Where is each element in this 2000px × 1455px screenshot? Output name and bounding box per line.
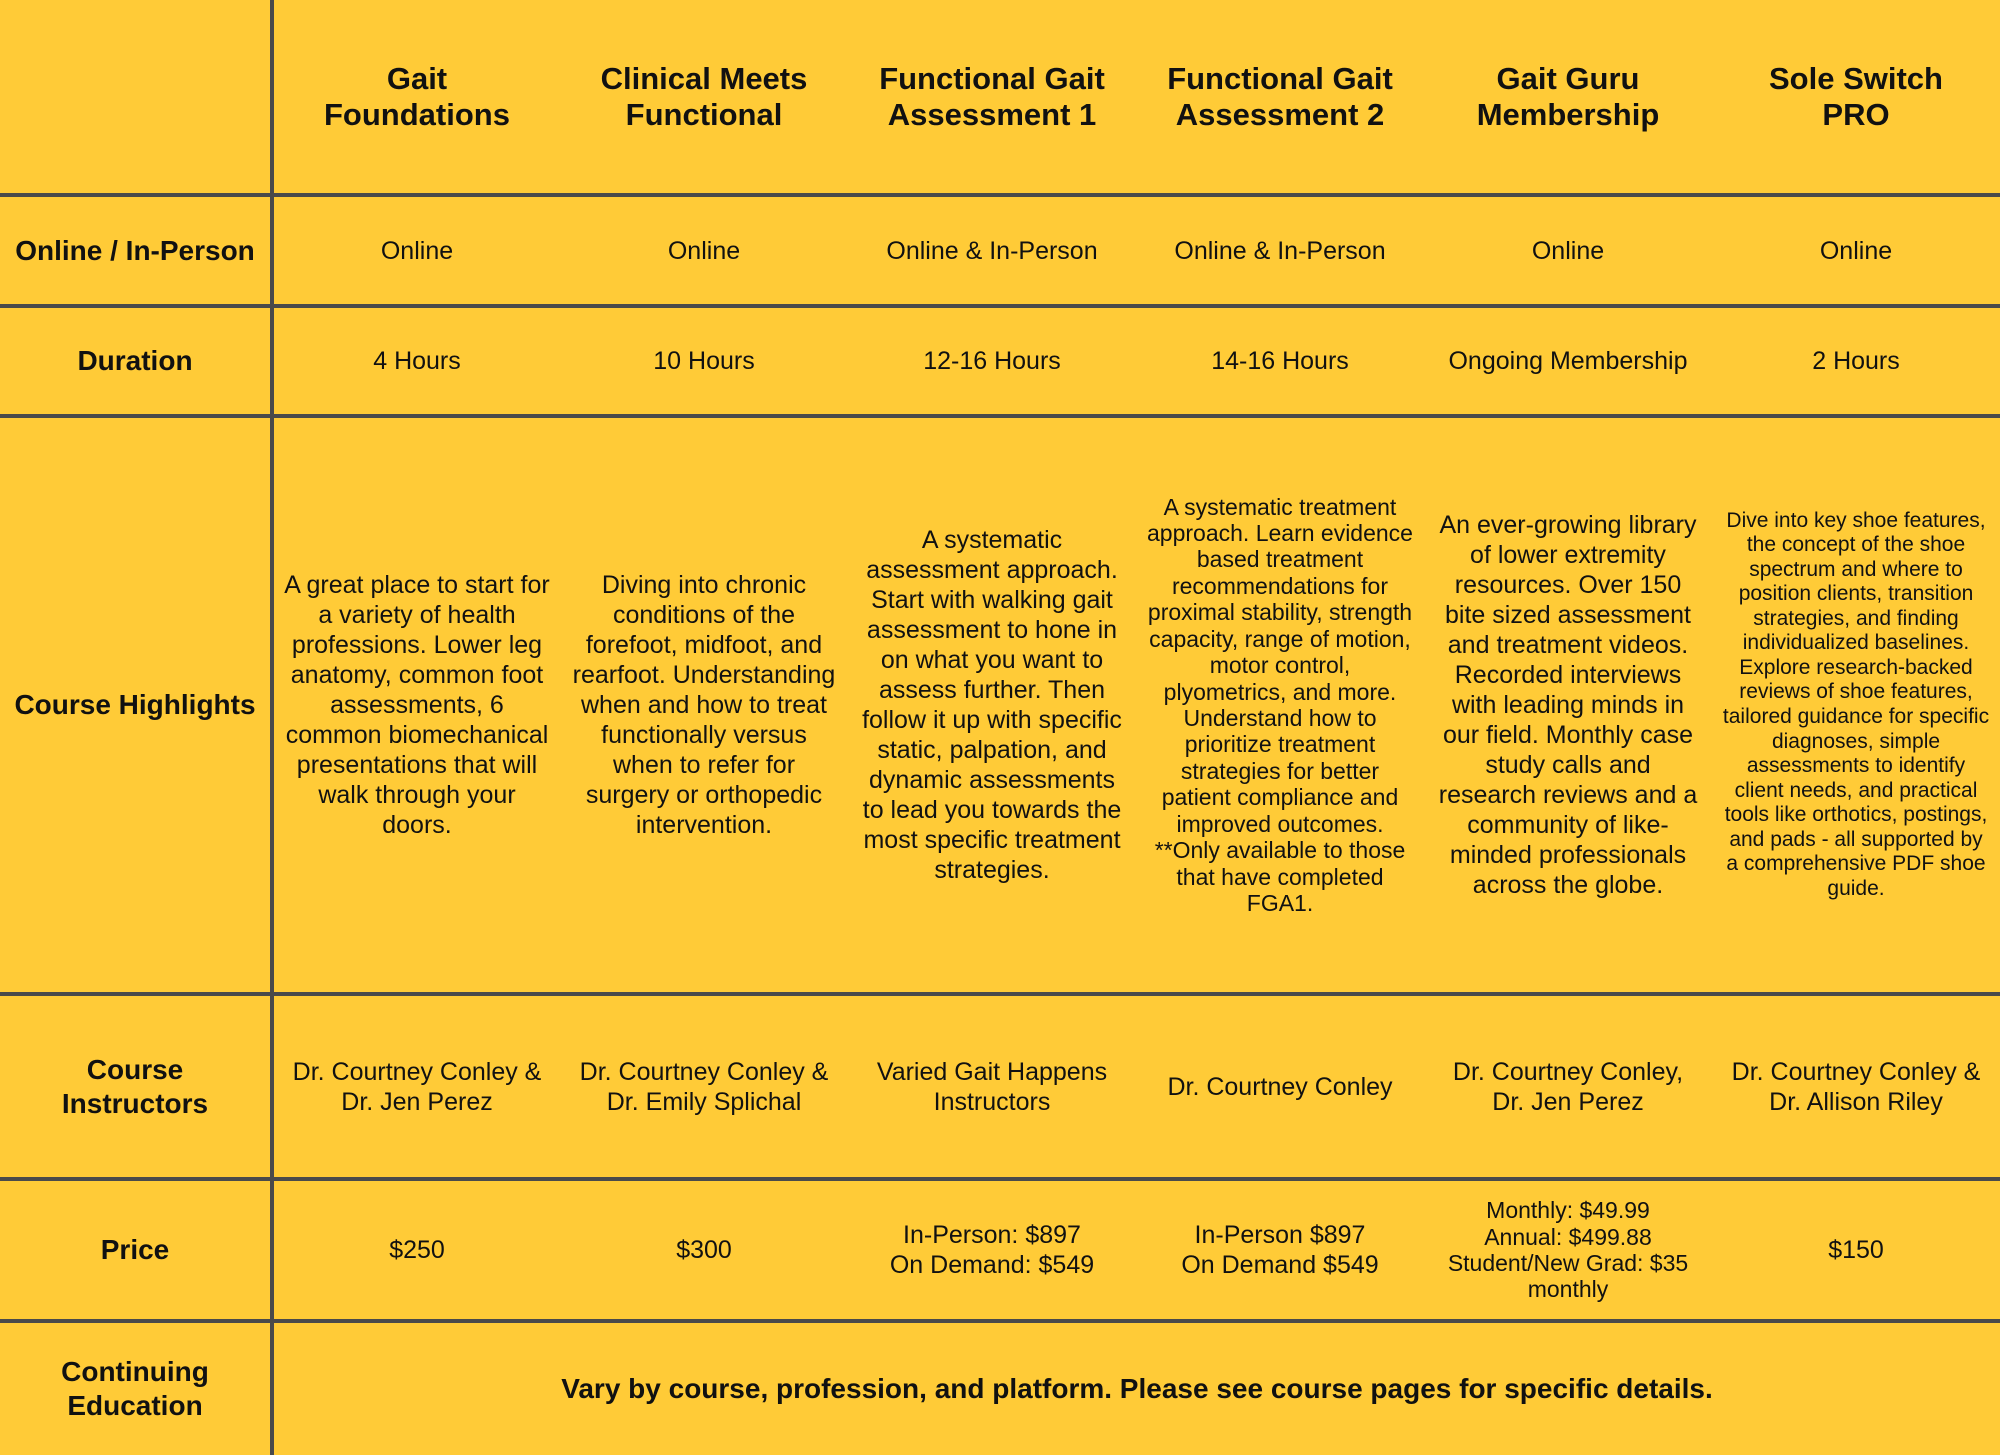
column-header: Gait Foundations [272, 0, 560, 197]
price-line: On Demand $549 [1181, 1251, 1379, 1279]
highlights-cell: Dive into key shoe features, the concept… [1712, 414, 2000, 996]
highlights-cell: A systematic treatment approach. Learn e… [1136, 414, 1424, 996]
instructors-cell: Dr. Courtney Conley & Dr. Emily Splichal [560, 992, 848, 1181]
row-ce: Continuing Education Vary by course, pro… [0, 1319, 2000, 1455]
format-cell: Online [560, 193, 848, 308]
instructors-cell: Dr. Courtney Conley & Dr. Allison Riley [1712, 992, 2000, 1181]
column-header-line: Functional [625, 96, 783, 132]
format-cell: Online [272, 193, 560, 308]
column-header: Functional Gait Assessment 2 [1136, 0, 1424, 197]
duration-cell: 2 Hours [1712, 304, 2000, 418]
highlights-cell: An ever-growing library of lower extremi… [1424, 414, 1712, 996]
row-label-instructors: Course Instructors [0, 992, 274, 1181]
price-line: $150 [1828, 1236, 1884, 1264]
column-header-line: Gait [386, 60, 448, 96]
row-format: Online / In-Person Online Online Online & … [0, 193, 2000, 308]
price-cell: $250 [272, 1177, 560, 1323]
column-header-line: Functional Gait [879, 60, 1105, 96]
column-header-line: Functional Gait [1167, 60, 1393, 96]
price-cell: In-Person: $897 On Demand: $549 [848, 1177, 1136, 1323]
duration-cell: 12-16 Hours [848, 304, 1136, 418]
instructors-cell: Varied Gait Happens Instructors [848, 992, 1136, 1181]
instructors-cell: Dr. Courtney Conley [1136, 992, 1424, 1181]
price-line: On Demand: $549 [889, 1251, 1095, 1279]
instructors-cell: Dr. Courtney Conley & Dr. Jen Perez [272, 992, 560, 1181]
ce-note: Vary by course, profession, and platform… [272, 1319, 2000, 1455]
duration-cell: 4 Hours [272, 304, 560, 418]
price-line: In-Person: $897 [903, 1221, 1081, 1249]
highlights-cell: A systematic assessment approach. Start … [848, 414, 1136, 996]
row-highlights: Course Highlights A great place to start… [0, 414, 2000, 996]
column-header-line: Assessment 2 [1175, 96, 1385, 132]
format-cell: Online & In-Person [1136, 193, 1424, 308]
row-label-highlights: Course Highlights [0, 414, 274, 996]
column-header-line: Gait Guru [1496, 60, 1640, 96]
column-header-line: Foundations [324, 96, 510, 132]
row-price: Price $250 $300 In-Person: $897 On Demand: … [0, 1177, 2000, 1323]
column-header-line: Clinical Meets [600, 60, 808, 96]
row-label-ce: Continuing Education [0, 1319, 274, 1455]
price-line: Student/New Grad: $35 monthly [1447, 1250, 1689, 1303]
price-line: Monthly: $49.99 [1486, 1197, 1650, 1224]
price-cell: $150 [1712, 1177, 2000, 1323]
price-line: $300 [676, 1236, 732, 1264]
header-row: Gait Foundations Clinical Meets Functional F… [0, 0, 2000, 197]
format-cell: Online [1424, 193, 1712, 308]
column-header: Clinical Meets Functional [560, 0, 848, 197]
row-instructors: Course Instructors Dr. Courtney Conley &… [0, 992, 2000, 1181]
column-header-line: Membership [1476, 96, 1660, 132]
column-header: Functional Gait Assessment 1 [848, 0, 1136, 197]
duration-cell: 10 Hours [560, 304, 848, 418]
row-label-duration: Duration [0, 304, 274, 418]
price-cell: $300 [560, 1177, 848, 1323]
column-header: Sole Switch PRO [1712, 0, 2000, 197]
row-duration: Duration 4 Hours 10 Hours 12-16 Hours 14-16… [0, 304, 2000, 418]
price-cell: In-Person $897 On Demand $549 [1136, 1177, 1424, 1323]
column-header-line: PRO [1822, 96, 1890, 132]
format-cell: Online [1712, 193, 2000, 308]
duration-cell: Ongoing Membership [1424, 304, 1712, 418]
instructors-cell: Dr. Courtney Conley, Dr. Jen Perez [1424, 992, 1712, 1181]
price-cell: Monthly: $49.99 Annual: $499.88 Student/Ne… [1424, 1177, 1712, 1323]
duration-cell: 14-16 Hours [1136, 304, 1424, 418]
column-header-line: Sole Switch [1769, 60, 1943, 96]
row-label-format: Online / In-Person [0, 193, 274, 308]
price-line: Annual: $499.88 [1484, 1223, 1652, 1250]
highlights-cell: A great place to start for a variety of … [272, 414, 560, 996]
column-header: Gait Guru Membership [1424, 0, 1712, 197]
column-header-line: Assessment 1 [887, 96, 1097, 132]
price-line: $250 [389, 1236, 445, 1264]
highlights-cell: Diving into chronic conditions of the fo… [560, 414, 848, 996]
row-label-price: Price [0, 1177, 274, 1323]
format-cell: Online & In-Person [848, 193, 1136, 308]
price-line: In-Person $897 [1194, 1221, 1366, 1249]
corner-cell [0, 0, 274, 197]
